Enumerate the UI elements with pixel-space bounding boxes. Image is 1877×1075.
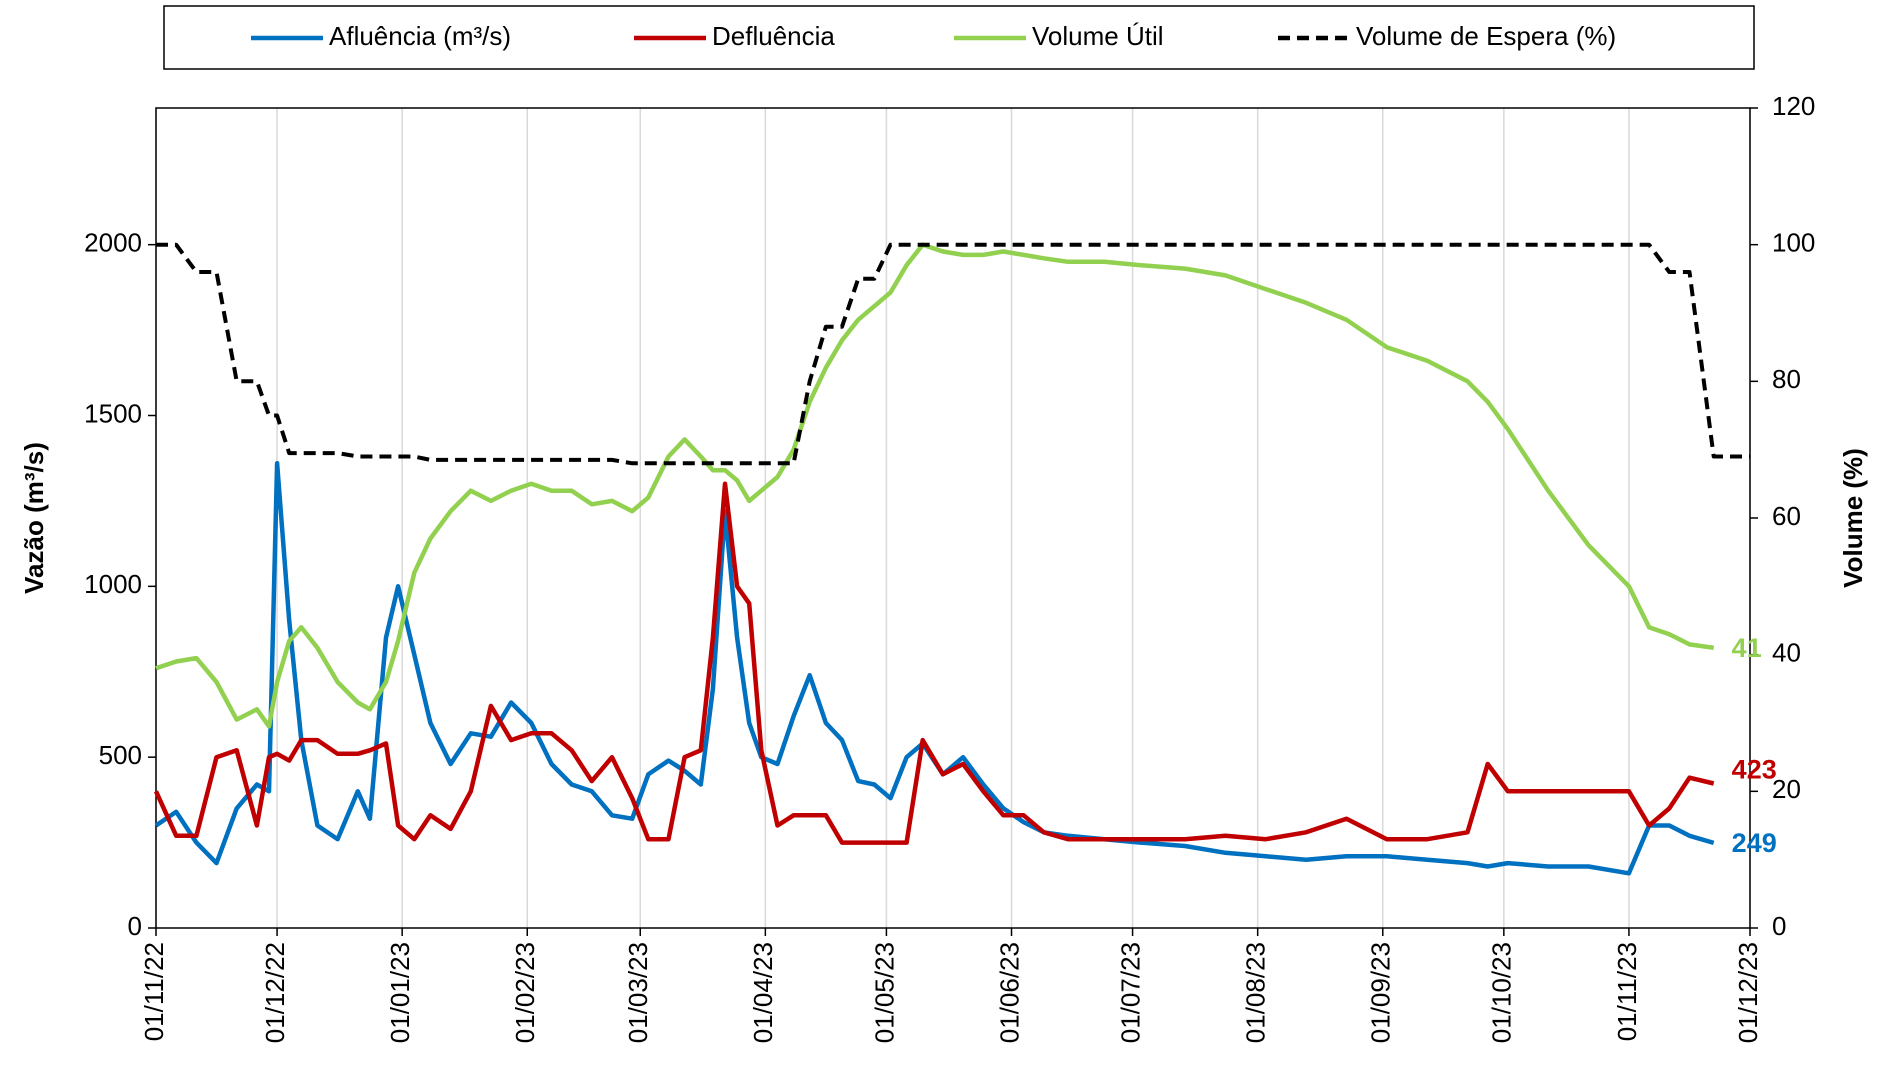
y2-tick-label: 60	[1772, 501, 1801, 531]
series-line	[155, 242, 1715, 729]
y2-tick-label: 0	[1772, 911, 1786, 941]
data-label: 423	[1732, 755, 1777, 785]
x-tick-label: 01/10/23	[1487, 942, 1517, 1043]
x-tick-label: 01/03/23	[623, 942, 653, 1043]
legend-label: Volume de Espera (%)	[1356, 21, 1616, 51]
x-tick-label: 01/07/23	[1115, 942, 1145, 1043]
x-tick-label: 01/12/23	[1733, 942, 1763, 1043]
y-tick-label: 0	[128, 911, 142, 941]
y2-tick-label: 40	[1772, 638, 1801, 668]
y2-tick-label: 80	[1772, 364, 1801, 394]
y2-tick-label: 20	[1772, 774, 1801, 804]
x-tick-label: 01/11/23	[1612, 942, 1642, 1041]
y2-axis-title: Volume (%)	[1838, 448, 1868, 588]
series-line	[156, 242, 1750, 466]
y-axis-title: Vazão (m³/s)	[19, 442, 49, 594]
y-tick-label: 1500	[84, 398, 142, 428]
x-tick-label: 01/11/22	[139, 942, 169, 1041]
series-line	[153, 481, 1715, 845]
legend-label: Volume Útil	[1032, 21, 1164, 51]
y-tick-label: 2000	[84, 228, 142, 258]
x-tick-label: 01/08/23	[1241, 942, 1271, 1043]
x-tick-label: 01/04/23	[748, 942, 778, 1043]
x-tick-label: 01/05/23	[869, 942, 899, 1043]
legend-label: Defluência	[712, 21, 835, 51]
y2-tick-label: 120	[1772, 91, 1815, 121]
x-tick-label: 01/01/23	[385, 942, 415, 1043]
x-tick-label: 01/09/23	[1366, 942, 1396, 1043]
data-label: 249	[1732, 828, 1777, 858]
legend-box	[163, 5, 1755, 70]
x-tick-label: 01/02/23	[510, 942, 540, 1043]
legend-label: Afluência (m³/s)	[329, 21, 511, 51]
x-tick-label: 01/06/23	[994, 942, 1024, 1043]
y-tick-label: 1000	[84, 569, 142, 599]
x-tick-label: 01/12/22	[260, 942, 290, 1043]
y-tick-label: 500	[99, 740, 142, 770]
y2-tick-label: 100	[1772, 228, 1815, 258]
data-label: 41	[1732, 633, 1762, 663]
